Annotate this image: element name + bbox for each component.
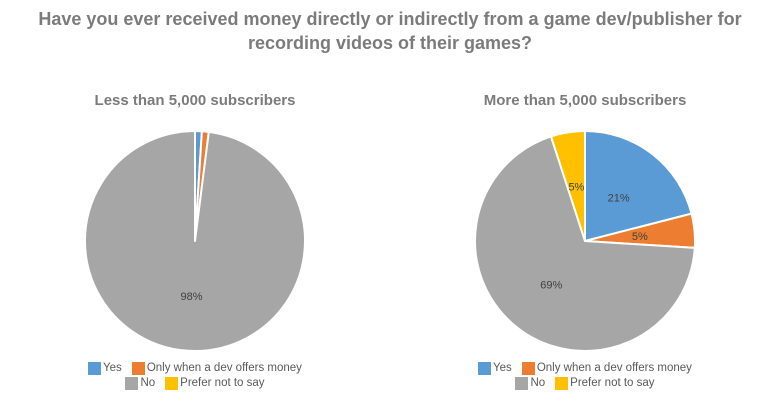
legend-swatch-no [125, 376, 139, 390]
pie-chart-less-than-5000-subscribers: Less than 5,000 subscribers 98% Yes Only … [0, 56, 390, 391]
legend-swatch-yes [478, 361, 492, 375]
legend-row: No Prefer not to say [510, 376, 659, 391]
legend-label-yes: Yes [493, 361, 512, 374]
legend-item-yes: Yes [478, 361, 512, 376]
legend-row: Yes Only when a dev offers money [83, 361, 307, 376]
legend-item-prefer-not-to-say: Prefer not to say [165, 376, 265, 391]
legend-swatch-prefer-not-to-say [165, 376, 179, 390]
pie-subtitle-more-than-5000: More than 5,000 subscribers [483, 91, 687, 109]
slice-label-prefer-not-to-say: 5% [568, 181, 584, 193]
legend-swatch-only-when-a-dev-offers-money [521, 361, 535, 375]
pie-slice-yes [584, 129, 693, 242]
legend-item-no: No [125, 376, 155, 391]
pie-subtitle-less-than-5000: Less than 5,000 subscribers [94, 91, 296, 109]
legend-item-only-when-a-dev-offers-money: Only when a dev offers money [131, 361, 302, 376]
legend-label-only-when-a-dev-offers-money: Only when a dev offers money [146, 361, 302, 374]
slice-label-yes: 21% [608, 192, 630, 204]
legend-label-prefer-not-to-say: Prefer not to say [180, 376, 265, 389]
legend-less-than-5000: Yes Only when a dev offers money No Prefer … [83, 361, 307, 391]
pie-chart-svg-more-than-5000: 21% 5% 69% 5% [473, 129, 696, 352]
legend-item-prefer-not-to-say: Prefer not to say [555, 376, 655, 391]
slice-label-no: 69% [540, 279, 562, 291]
slice-label-no: 98% [180, 290, 202, 302]
slice-label-only-when-a-dev-offers-money: 5% [632, 230, 648, 242]
pie-chart-more-than-5000-subscribers: More than 5,000 subscribers 21% 5% 69% 5% Y… [390, 56, 780, 391]
legend-more-than-5000: Yes Only when a dev offers money No Prefer … [473, 361, 697, 391]
pie-slice-no [473, 134, 696, 352]
legend-item-yes: Yes [88, 361, 122, 376]
legend-swatch-prefer-not-to-say [555, 376, 569, 390]
legend-label-no: No [530, 376, 546, 389]
legend-swatch-yes [88, 361, 102, 375]
legend-label-yes: Yes [103, 361, 122, 374]
legend-label-prefer-not-to-say: Prefer not to say [570, 376, 655, 389]
legend-label-no: No [140, 376, 156, 389]
charts-row: Less than 5,000 subscribers 98% Yes Only … [0, 56, 780, 391]
pie-slice-prefer-not-to-say [550, 129, 586, 242]
legend-item-no: No [515, 376, 545, 391]
legend-row: Yes Only when a dev offers money [473, 361, 697, 376]
legend-swatch-no [515, 376, 529, 390]
pie-chart-svg-less-than-5000: 98% [83, 129, 306, 352]
legend-label-only-when-a-dev-offers-money: Only when a dev offers money [536, 361, 692, 374]
pie-slice-no [83, 129, 306, 352]
chart-title: Have you ever received money directly or… [38, 9, 742, 54]
legend-item-only-when-a-dev-offers-money: Only when a dev offers money [521, 361, 692, 376]
legend-swatch-only-when-a-dev-offers-money [131, 361, 145, 375]
legend-row: No Prefer not to say [120, 376, 269, 391]
